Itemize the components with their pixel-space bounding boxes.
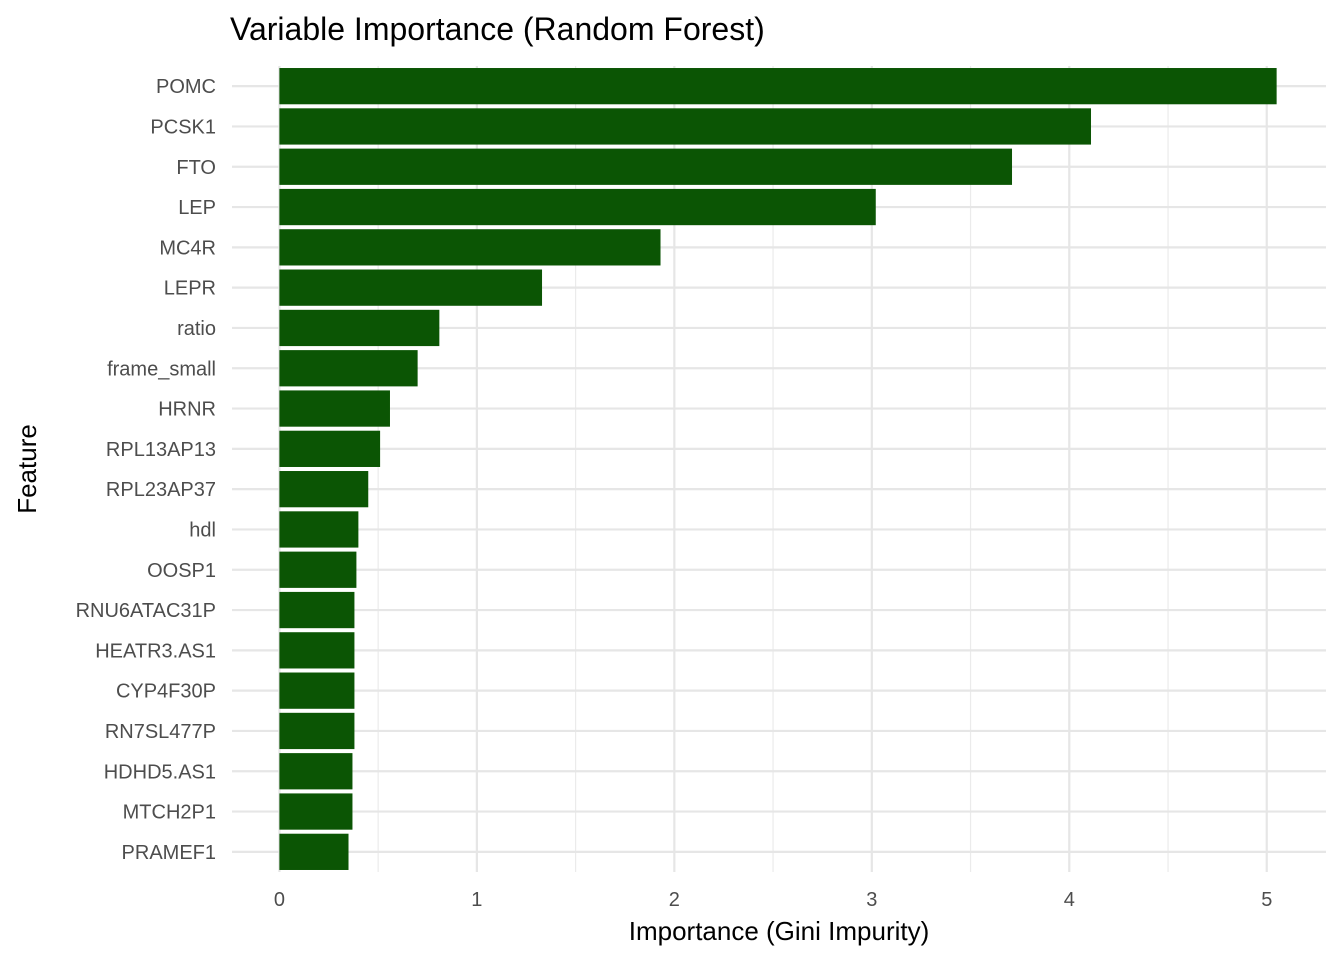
bar-heatr3-as1: [279, 632, 355, 669]
bar-lepr: [279, 269, 543, 306]
bar-lep: [279, 188, 876, 226]
bar-pramef1: [279, 833, 349, 870]
bar-pomc: [279, 68, 1277, 105]
y-tick-label: FTO: [176, 157, 216, 179]
bar-hrnr: [279, 390, 390, 427]
bars: [279, 68, 1277, 870]
bar-cyp4f30p: [279, 672, 355, 709]
bar-mc4r: [279, 229, 661, 266]
x-tick-label: 5: [1261, 889, 1272, 911]
bar-rn7sl477p: [279, 712, 355, 750]
y-tick-label: MC4R: [159, 237, 216, 259]
x-tick-label: 3: [866, 889, 877, 911]
y-tick-label: ratio: [177, 318, 216, 340]
bar-hdl: [279, 511, 359, 548]
x-tick-labels: 0 1 2 3 4 5: [274, 889, 1272, 911]
bar-fto: [279, 148, 1013, 185]
y-tick-label: HRNR: [158, 399, 216, 421]
x-tick-label: 2: [669, 889, 680, 911]
bar-oosp1: [279, 551, 357, 588]
y-tick-label: CYP4F30P: [116, 681, 216, 703]
y-tick-label: hdl: [189, 519, 216, 541]
y-tick-label: OOSP1: [147, 560, 216, 582]
x-tick-label: 0: [274, 889, 285, 911]
y-tick-label: RN7SL477P: [105, 721, 216, 743]
bar-hdhd5-as1: [279, 753, 353, 790]
y-axis-title: Feature: [12, 424, 42, 514]
x-tick-label: 1: [471, 889, 482, 911]
x-tick-label: 4: [1064, 889, 1075, 911]
bar-rpl23ap37: [279, 471, 369, 508]
bar-frame-small: [279, 350, 418, 387]
x-axis-title: Importance (Gini Impurity): [629, 916, 930, 946]
y-tick-label: frame_small: [107, 358, 216, 380]
y-tick-label: MTCH2P1: [123, 802, 216, 824]
y-tick-label: RNU6ATAC31P: [76, 600, 216, 622]
grid-lines: [232, 66, 1326, 872]
bar-ratio: [279, 309, 440, 347]
y-tick-label: RPL13AP13: [106, 439, 216, 461]
chart-title: Variable Importance (Random Forest): [230, 11, 765, 47]
bar-rpl13ap13: [279, 430, 381, 467]
bar-rnu6atac31p: [279, 591, 355, 629]
y-tick-labels: POMC PCSK1 FTO LEP MC4R LEPR ratio frame_small H…: [76, 76, 216, 864]
y-tick-label: PCSK1: [150, 116, 216, 138]
bar-pcsk1: [279, 108, 1092, 145]
y-tick-label: HDHD5.AS1: [104, 761, 216, 783]
bar-mtch2p1: [279, 793, 353, 830]
y-tick-label: PRAMEF1: [122, 842, 216, 864]
y-tick-label: HEATR3.AS1: [95, 640, 216, 662]
y-tick-label: LEPR: [164, 278, 216, 300]
y-tick-label: RPL23AP37: [106, 479, 216, 501]
y-tick-label: LEP: [178, 197, 216, 219]
y-tick-label: POMC: [156, 76, 216, 98]
